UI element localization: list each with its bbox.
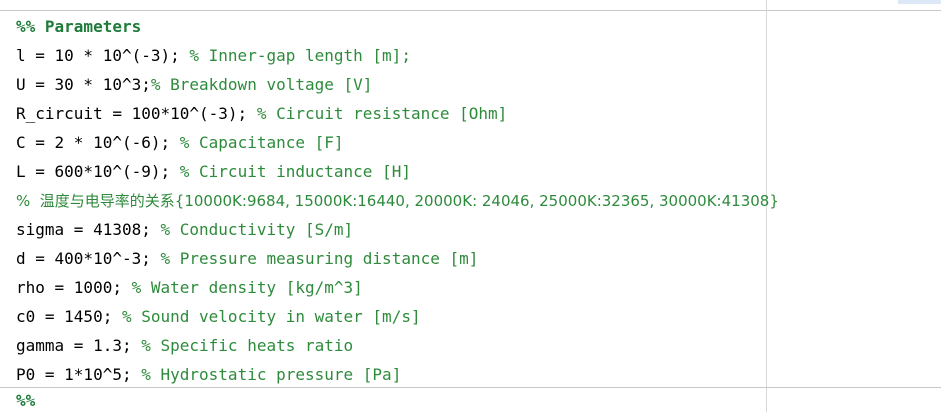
code-comment: % Sound velocity in water [m/s] bbox=[121, 307, 421, 326]
code-text: C = 2 * 10^(-6); bbox=[16, 133, 180, 152]
code-line[interactable]: c0 = 1450; % Sound velocity in water [m/… bbox=[16, 302, 779, 331]
section-header[interactable]: %% Parameters bbox=[16, 17, 142, 36]
code-text: sigma = 41308; bbox=[16, 220, 161, 239]
code-line[interactable]: U = 30 * 10^3;% Breakdown voltage [V] bbox=[16, 70, 779, 99]
code-comment: % Specific heats ratio bbox=[141, 336, 354, 355]
code-line[interactable]: rho = 1000; % Water density [kg/m^3] bbox=[16, 273, 779, 302]
code-comment: % 温度与电导率的关系{10000K:9684, 15000K:16440, 2… bbox=[16, 192, 779, 210]
code-line[interactable]: R_circuit = 100*10^(-3); % Circuit resis… bbox=[16, 99, 779, 128]
code-comment: % Conductivity [S/m] bbox=[160, 220, 354, 239]
code-comment: % Breakdown voltage [V] bbox=[150, 75, 373, 94]
code-text: c0 = 1450; bbox=[16, 307, 122, 326]
code-comment: % Pressure measuring distance [m] bbox=[160, 249, 479, 268]
code-text: l = 10 * 10^(-3); bbox=[16, 46, 190, 65]
next-section-header[interactable]: %% bbox=[16, 391, 36, 410]
code-text: L = 600*10^(-9); bbox=[16, 162, 180, 181]
code-text: rho = 1000; bbox=[16, 278, 132, 297]
code-text: gamma = 1.3; bbox=[16, 336, 142, 355]
code-line[interactable]: % 温度与电导率的关系{10000K:9684, 15000K:16440, 2… bbox=[16, 186, 779, 215]
code-text: R_circuit = 100*10^(-3); bbox=[16, 104, 257, 123]
right-margin-line bbox=[766, 0, 767, 412]
editor-corner-highlight bbox=[898, 0, 941, 4]
code-comment: % Circuit resistance [Ohm] bbox=[256, 104, 508, 123]
code-line[interactable]: L = 600*10^(-9); % Circuit inductance [H… bbox=[16, 157, 779, 186]
cell-divider-top bbox=[0, 10, 941, 11]
code-line[interactable]: d = 400*10^-3; % Pressure measuring dist… bbox=[16, 244, 779, 273]
code-text: U = 30 * 10^3; bbox=[16, 75, 151, 94]
code-comment: % Capacitance [F] bbox=[179, 133, 344, 152]
code-comment: % Inner-gap length [m]; bbox=[189, 46, 411, 65]
code-line[interactable]: C = 2 * 10^(-6); % Capacitance [F] bbox=[16, 128, 779, 157]
code-block[interactable]: %% Parameters l = 10 * 10^(-3); % Inner-… bbox=[16, 12, 779, 389]
code-line[interactable]: P0 = 1*10^5; % Hydrostatic pressure [Pa] bbox=[16, 360, 779, 389]
code-text: P0 = 1*10^5; bbox=[16, 365, 142, 384]
code-line[interactable]: l = 10 * 10^(-3); % Inner-gap length [m]… bbox=[16, 41, 779, 70]
code-comment: % Hydrostatic pressure [Pa] bbox=[141, 365, 402, 384]
code-text: d = 400*10^-3; bbox=[16, 249, 161, 268]
code-line[interactable]: sigma = 41308; % Conductivity [S/m] bbox=[16, 215, 779, 244]
cell-divider-bottom bbox=[0, 387, 941, 388]
code-comment: % Circuit inductance [H] bbox=[179, 162, 411, 181]
code-comment: % Water density [kg/m^3] bbox=[131, 278, 363, 297]
code-line[interactable]: gamma = 1.3; % Specific heats ratio bbox=[16, 331, 779, 360]
